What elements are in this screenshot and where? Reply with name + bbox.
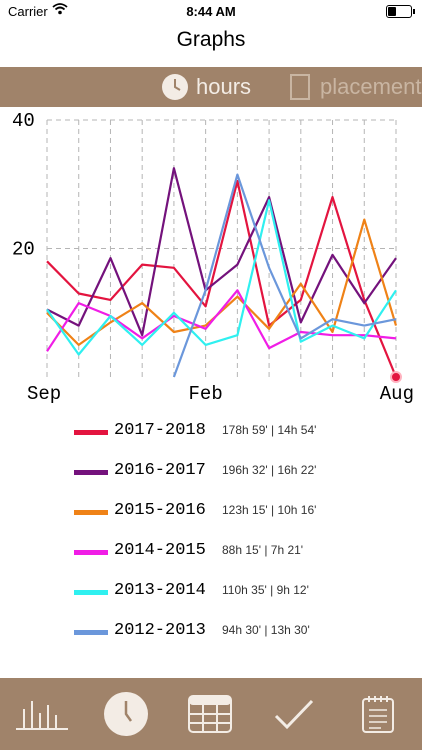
tab-done[interactable] bbox=[252, 678, 336, 750]
legend-name: 2014-2015 bbox=[114, 541, 206, 560]
legend-swatch bbox=[74, 470, 108, 475]
clock-icon bbox=[162, 74, 188, 100]
segment-placements-label: placements bbox=[320, 74, 422, 99]
legend-row-2015-2016[interactable]: 2015-2016 123h 15' | 10h 16' bbox=[0, 498, 422, 538]
segment-hours-label: hours bbox=[196, 74, 252, 99]
notepad-icon bbox=[362, 696, 394, 733]
legend-stats: 110h 35' | 9h 12' bbox=[222, 583, 309, 597]
legend-name: 2017-2018 bbox=[114, 421, 206, 440]
status-bar: Carrier 8:44 AM bbox=[0, 0, 422, 22]
legend-name: 2012-2013 bbox=[114, 621, 206, 640]
legend-row-2012-2013[interactable]: 2012-2013 94h 30' | 13h 30' bbox=[0, 618, 422, 658]
calendar-grid-icon bbox=[188, 695, 232, 733]
tab-bar bbox=[0, 678, 422, 750]
x-tick-label: Aug bbox=[380, 383, 414, 405]
series-line-2012-2013 bbox=[172, 173, 397, 378]
legend-name: 2013-2014 bbox=[114, 581, 206, 600]
line-chart: 20 40 Sep Feb Aug bbox=[0, 108, 422, 408]
legend-name: 2015-2016 bbox=[114, 501, 206, 520]
y-tick-label: 40 bbox=[12, 110, 35, 132]
clock-time: 8:44 AM bbox=[186, 4, 236, 19]
legend-name: 2016-2017 bbox=[114, 461, 206, 480]
tab-hours[interactable] bbox=[84, 678, 168, 750]
highlight-point bbox=[390, 371, 402, 383]
legend-stats: 123h 15' | 10h 16' bbox=[222, 503, 317, 517]
clock-icon bbox=[104, 692, 148, 736]
segmented-control: hours placements bbox=[0, 67, 422, 107]
legend-stats: 94h 30' | 13h 30' bbox=[222, 623, 310, 637]
legend-swatch bbox=[74, 590, 108, 595]
legend-stats: 196h 32' | 16h 22' bbox=[222, 463, 317, 477]
series-line-2016-2017 bbox=[46, 167, 397, 337]
series-line-2014-2015 bbox=[46, 289, 397, 352]
legend-swatch bbox=[74, 630, 108, 635]
wifi-icon bbox=[52, 3, 68, 18]
legend-swatch bbox=[74, 510, 108, 515]
bar-chart-icon bbox=[16, 701, 68, 730]
carrier-label: Carrier bbox=[8, 4, 48, 19]
page-title: Graphs bbox=[176, 28, 246, 51]
x-tick-label: Sep bbox=[27, 383, 61, 405]
legend-row-2017-2018[interactable]: 2017-2018 178h 59' | 14h 54' bbox=[0, 418, 422, 458]
y-tick-label: 20 bbox=[12, 239, 35, 261]
legend-stats: 88h 15' | 7h 21' bbox=[222, 543, 304, 557]
battery-icon bbox=[386, 5, 415, 18]
checkmark-icon bbox=[274, 699, 314, 730]
tab-calendar[interactable] bbox=[168, 678, 252, 750]
legend-row-2013-2014[interactable]: 2013-2014 110h 35' | 9h 12' bbox=[0, 578, 422, 618]
legend-stats: 178h 59' | 14h 54' bbox=[222, 423, 317, 437]
tab-graphs[interactable] bbox=[0, 678, 84, 750]
legend-row-2016-2017[interactable]: 2016-2017 196h 32' | 16h 22' bbox=[0, 458, 422, 498]
legend-swatch bbox=[74, 430, 108, 435]
series-line-2017-2018 bbox=[46, 179, 398, 378]
chart-svg: 20 40 Sep Feb Aug bbox=[12, 110, 414, 405]
tab-notes[interactable] bbox=[336, 678, 420, 750]
x-tick-label: Feb bbox=[189, 383, 223, 405]
legend-row-2014-2015[interactable]: 2014-2015 88h 15' | 7h 21' bbox=[0, 538, 422, 578]
series-line-2013-2014 bbox=[46, 199, 397, 356]
legend-swatch bbox=[74, 550, 108, 555]
document-icon bbox=[290, 74, 310, 100]
